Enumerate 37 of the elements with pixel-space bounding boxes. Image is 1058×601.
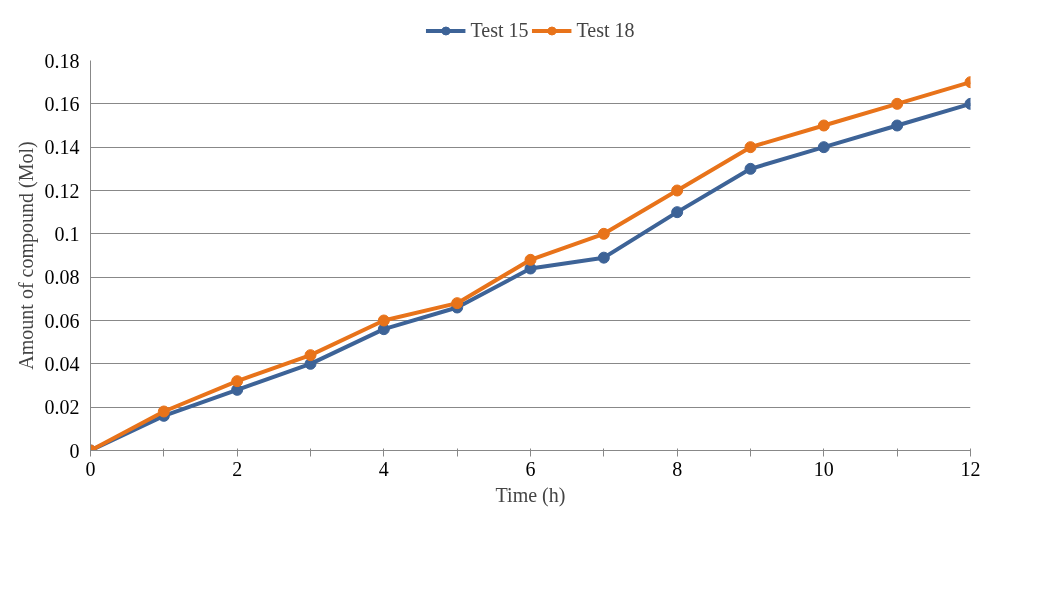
x-tick-label: 6 [525, 457, 536, 480]
point [891, 97, 904, 110]
x-tick-label: 2 [232, 457, 243, 480]
x-tick-label: 4 [378, 457, 389, 480]
point [451, 297, 464, 310]
point [891, 119, 904, 132]
y-tick-label: 0.06 [44, 309, 80, 332]
y-tick-label: 0.14 [44, 136, 80, 159]
legend-label: Test 18 [576, 18, 635, 42]
point [817, 141, 830, 154]
point [744, 141, 757, 154]
point [377, 314, 390, 327]
y-axis-title: Amount of compound (Mol) [14, 141, 38, 370]
point [597, 227, 610, 240]
x-tick-label: 0 [85, 457, 96, 480]
point [231, 375, 244, 388]
point [817, 119, 830, 132]
x-tick-label: 8 [672, 457, 683, 480]
y-tick-label: 0.18 [44, 49, 80, 72]
x-tick-label: 12 [960, 457, 981, 480]
y-tick-label: 0.1 [54, 222, 80, 245]
y-tick-label: 0.08 [44, 266, 80, 289]
point [597, 251, 610, 264]
point [744, 162, 757, 175]
y-tick-label: 0.02 [44, 396, 80, 419]
y-tick-label: 0.12 [44, 179, 80, 202]
x-axis-title: Time (h) [495, 483, 566, 507]
x-tick-label: 10 [813, 457, 834, 480]
point [524, 253, 537, 266]
y-tick-label: 0 [69, 439, 80, 462]
y-tick-label: 0.16 [44, 92, 80, 115]
point [671, 206, 684, 219]
y-tick-label: 0.04 [44, 352, 80, 375]
point [671, 184, 684, 197]
point [304, 349, 317, 362]
point [157, 405, 170, 418]
legend-label: Test 15 [470, 18, 529, 42]
